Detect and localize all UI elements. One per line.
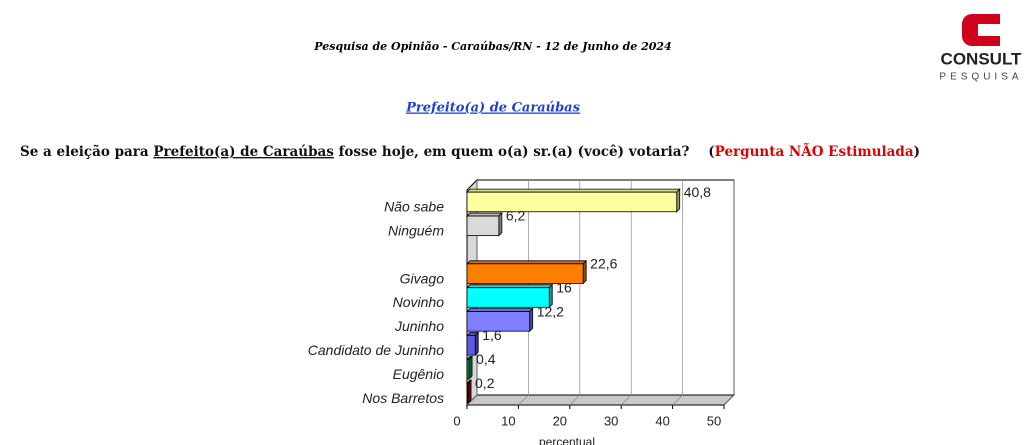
x-tick-label: 30 bbox=[604, 413, 618, 428]
bar-side bbox=[529, 307, 534, 333]
grid-line bbox=[723, 394, 735, 406]
bar bbox=[466, 191, 678, 213]
chart: 0 10 20 30 40 50 percentual Não sabe 40,8 Ninguém… bbox=[308, 178, 736, 445]
value-label: 16 bbox=[556, 279, 572, 295]
bar bbox=[466, 358, 470, 380]
value-label: 12,2 bbox=[537, 303, 564, 319]
bar bbox=[466, 215, 500, 237]
bar bbox=[466, 335, 476, 356]
category-label: Givago bbox=[400, 270, 445, 286]
x-axis-label: percentual bbox=[539, 435, 595, 445]
category-label: Eugênio bbox=[393, 366, 445, 382]
grid-line bbox=[518, 394, 529, 406]
grid-line bbox=[672, 394, 683, 406]
header-title: Pesquisa de Opinião - Caraúbas/RN - 12 d… bbox=[313, 40, 671, 53]
category-label: Não sabe bbox=[384, 199, 444, 215]
question-underlined: Prefeito(a) de Caraúbas bbox=[153, 144, 334, 160]
category-label: Juninho bbox=[394, 318, 444, 334]
question-text: ) bbox=[914, 144, 920, 160]
bar-side bbox=[676, 188, 681, 213]
bar-side bbox=[468, 355, 473, 380]
bar-top bbox=[466, 308, 534, 312]
bar-side bbox=[582, 259, 587, 285]
category-label: Novinho bbox=[393, 294, 445, 310]
x-tick-label: 10 bbox=[501, 413, 515, 428]
bar-side bbox=[467, 379, 472, 404]
bar-top bbox=[466, 212, 503, 217]
value-label: 40,8 bbox=[684, 184, 711, 200]
bar bbox=[466, 287, 550, 308]
grid-line bbox=[620, 394, 632, 406]
logo: CONSULT PESQUISA bbox=[939, 14, 1022, 83]
x-tick-label: 20 bbox=[553, 413, 567, 428]
bar-top bbox=[466, 260, 588, 265]
question-text: fosse hoje, em quem o(a) sr.(a) (você) v… bbox=[334, 144, 715, 160]
category-label: Ninguém bbox=[388, 223, 444, 239]
question-note: Pergunta NÃO Estimulada bbox=[715, 144, 914, 160]
value-label: 0,4 bbox=[476, 351, 496, 367]
value-label: 6,2 bbox=[506, 208, 526, 224]
bar bbox=[466, 263, 584, 284]
value-label: 1,6 bbox=[482, 327, 502, 343]
bar bbox=[466, 311, 531, 332]
category-label: Candidato de Juninho bbox=[308, 342, 444, 358]
grid-line bbox=[466, 394, 478, 406]
bar bbox=[466, 382, 469, 404]
value-label: 0,2 bbox=[475, 375, 495, 391]
bar-side bbox=[498, 212, 503, 237]
x-tick-label: 50 bbox=[707, 413, 721, 428]
logo-mark bbox=[962, 14, 1000, 46]
bar-top bbox=[466, 188, 681, 193]
value-label: 22,6 bbox=[590, 256, 617, 272]
x-tick-label: 40 bbox=[655, 413, 669, 428]
bar-top bbox=[466, 284, 554, 289]
logo-name: CONSULT bbox=[941, 49, 1023, 68]
x-tick-label: 0 bbox=[453, 413, 460, 428]
question-text: Se a eleição para bbox=[20, 144, 153, 160]
question: Se a eleição para Prefeito(a) de Caraúba… bbox=[20, 144, 920, 160]
category-label: Nos Barretos bbox=[362, 390, 444, 406]
grid-line bbox=[569, 394, 581, 406]
floor bbox=[465, 394, 736, 406]
subtitle: Prefeito(a) de Caraúbas bbox=[405, 101, 581, 116]
logo-tagline: PESQUISA bbox=[939, 72, 1022, 83]
